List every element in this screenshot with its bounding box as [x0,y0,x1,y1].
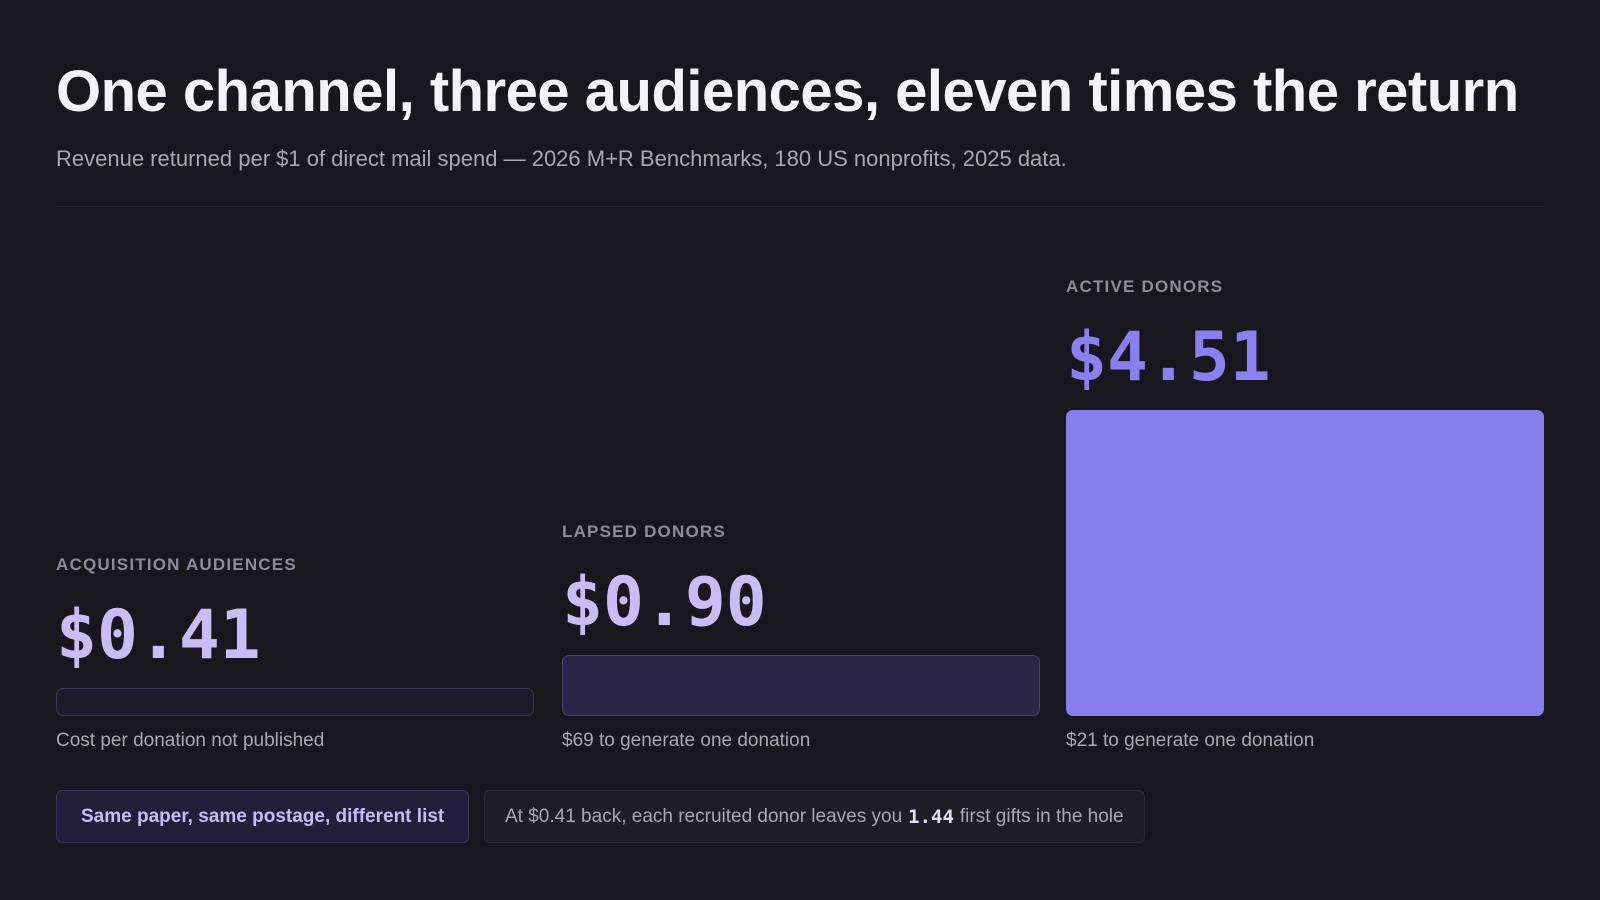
takeaway-chip-label: Same paper, same postage, different list [81,805,445,827]
takeaway-chip: Same paper, same postage, different list [56,790,470,843]
category-label: LAPSED DONORS [562,522,726,541]
insight-note-prefix: At $0.41 back, each recruited donor leav… [505,805,903,827]
value-label: $0.90 [562,563,767,642]
page-subtitle: Revenue returned per $1 of direct mail s… [56,146,1067,171]
bar-column: ACTIVE DONORS $4.51 $21 to generate one do… [1066,0,1544,900]
bar-caption: $21 to generate one donation [1066,730,1315,751]
header-divider [56,206,1544,207]
insight-note-value: 1.44 [908,805,954,828]
bar-column: ACQUISITION AUDIENCES $0.41 Cost per donat… [56,0,534,900]
value-label: $0.41 [56,596,261,675]
bar-caption: Cost per donation not published [56,730,325,751]
insight-note-suffix: first gifts in the hole [959,805,1124,827]
bar [562,655,1040,716]
bar-caption: $69 to generate one donation [562,730,811,751]
category-label: ACQUISITION AUDIENCES [56,555,297,574]
category-label: ACTIVE DONORS [1066,277,1224,296]
page-title: One channel, three audiences, eleven tim… [56,59,1519,124]
bar-column: LAPSED DONORS $0.90 $69 to generate one do… [562,0,1040,900]
value-label: $4.51 [1066,318,1271,397]
bar [1066,410,1544,716]
insight-note: At $0.41 back, each recruited donor leav… [484,790,1145,843]
bar [56,688,534,716]
